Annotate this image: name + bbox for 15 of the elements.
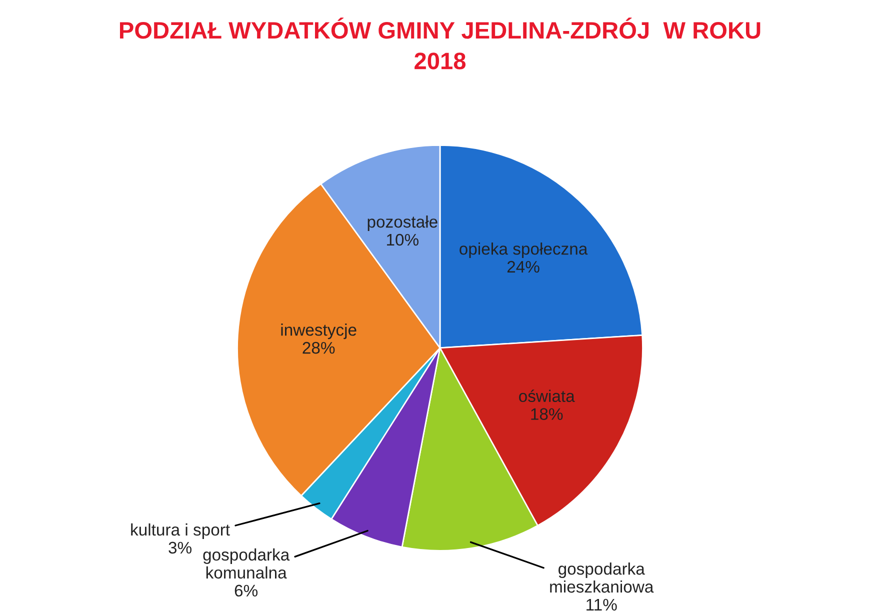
slice-label: gospodarka mieszkaniowa xyxy=(550,562,654,593)
slice-label: pozostałe xyxy=(368,215,438,232)
data-label: 10% xyxy=(387,234,418,246)
slice-label: inwestycje xyxy=(281,324,356,340)
data-label: 28% xyxy=(302,342,335,354)
data-label: 6% xyxy=(234,584,258,597)
slice-label: opieka społeczna xyxy=(460,242,588,258)
data-label: 11% xyxy=(586,598,617,611)
data-label: 3% xyxy=(168,542,192,554)
slice-label: kultura i sport xyxy=(131,523,230,539)
slice-label: oświata xyxy=(519,390,575,402)
chart-title: PODZIAŁ WYDATKÓW GMINY JEDLINA-ZDRÓJ W ROKU 2018 xyxy=(120,18,760,70)
data-label: 18% xyxy=(531,408,563,420)
data-label: 24% xyxy=(507,260,540,273)
slice-label: gospodarka komunalna xyxy=(203,548,290,579)
